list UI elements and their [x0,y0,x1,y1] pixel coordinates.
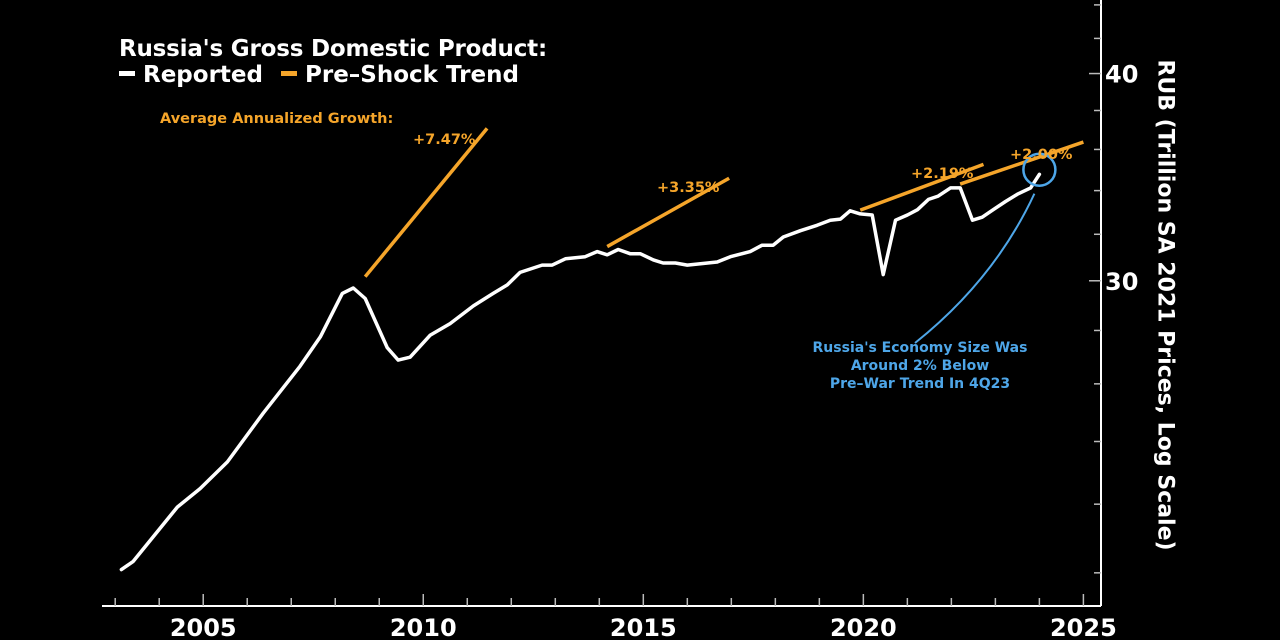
legend-swatch-reported [119,71,135,76]
trend-label-2: +3.35% [657,180,720,196]
trend-lines [363,127,1084,278]
x-tick-label: 2010 [390,614,457,640]
callout-text: Russia's Economy Size Was Around 2% Belo… [780,339,1060,393]
trend-line-3 [859,162,985,212]
trend-label-3: +2.19% [911,166,974,182]
trend-line-2 [606,176,730,249]
callout-line-3: Pre–War Trend In 4Q23 [829,376,1011,392]
callout-line-2: Around 2% Below [850,358,990,374]
legend-label-reported: Reported [143,62,263,88]
callout-leader [914,193,1036,344]
reported-series [119,172,1042,572]
y-axis-title: RUB (Trillion SA 2021 Prices, Log Scale) [1152,59,1178,551]
callout-line-1: Russia's Economy Size Was [812,340,1028,356]
x-tick-label: 2015 [610,614,677,640]
trend-label-4: +2.00% [1010,147,1073,163]
trend-label-1: +7.47% [413,132,476,148]
tick-labels: 2005 2010 2015 2020 2025 30 40 [170,61,1139,640]
legend: Reported Pre–Shock Trend [119,62,529,88]
callout-marker [914,152,1057,344]
trend-line-1 [363,127,489,278]
x-tick-label: 2020 [830,614,897,640]
reported-line [119,172,1042,572]
growth-heading: Average Annualized Growth: [160,111,394,127]
chart-title: Russia's Gross Domestic Product: [119,36,547,62]
x-tick-label: 2005 [170,614,237,640]
trend-line-4 [959,140,1084,186]
y-tick-label: 40 [1105,61,1138,89]
legend-label-trend: Pre–Shock Trend [305,62,519,88]
axes [102,0,1102,607]
y-tick-label: 30 [1105,268,1138,296]
callout-circle [1022,152,1057,187]
x-tick-label: 2025 [1050,614,1117,640]
legend-swatch-trend [281,71,297,76]
